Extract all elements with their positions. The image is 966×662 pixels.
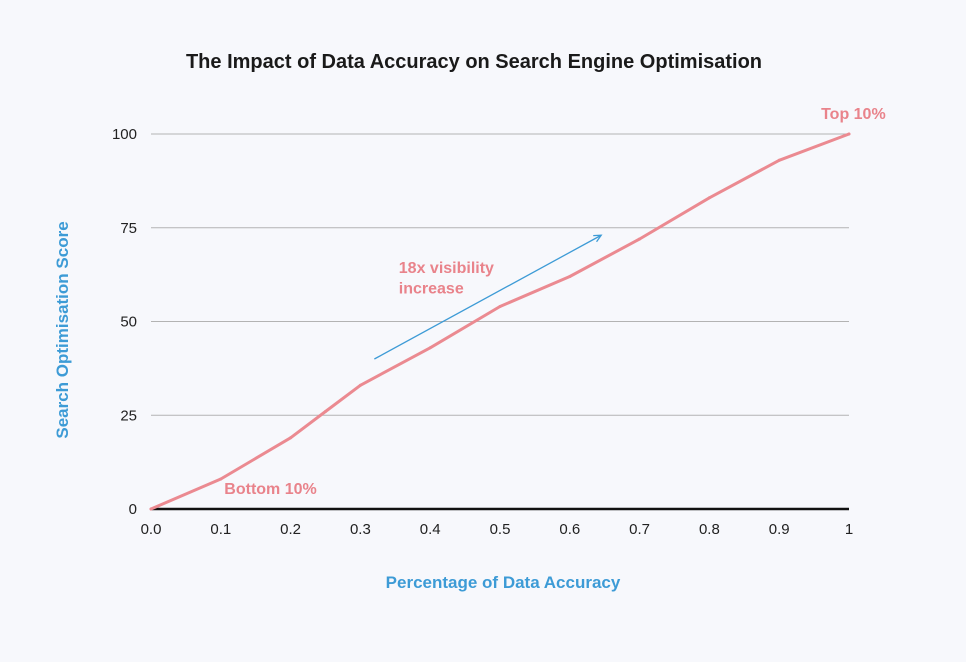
x-tick-label: 0.4 <box>420 521 441 538</box>
x-tick-label: 0.2 <box>280 521 301 538</box>
axis-ticks: 0 25 50 75 100 0.0 0.1 0.2 0.3 0.4 0.5 0.6 0.7 0.8 0.9… <box>112 126 853 538</box>
data-point <box>707 196 711 200</box>
x-tick-label: 0.3 <box>350 521 371 538</box>
chart-annotation: Bottom 10% <box>224 481 316 498</box>
y-tick-label: 75 <box>120 220 137 237</box>
data-point <box>777 158 781 162</box>
y-axis-label: Search Optimisation Score <box>53 221 72 438</box>
data-point <box>289 436 293 440</box>
data-point <box>847 132 851 136</box>
x-tick-label: 0.5 <box>490 521 511 538</box>
trend-arrow-head <box>593 234 603 243</box>
x-tick-label: 0.1 <box>210 521 231 538</box>
trend-arrow <box>374 234 602 360</box>
y-tick-label: 50 <box>120 314 137 331</box>
data-point <box>324 410 327 413</box>
data-point <box>219 477 223 481</box>
x-tick-label: 0.7 <box>629 521 650 538</box>
annotations: Top 10% Bottom 10% 18x visibility increase <box>224 106 885 498</box>
x-tick-label: 0.6 <box>559 521 580 538</box>
chart-annotation: increase <box>399 280 464 297</box>
x-tick-label: 0.8 <box>699 521 720 538</box>
y-tick-label: 100 <box>112 126 137 143</box>
series-line <box>149 132 851 511</box>
chart-annotation: 18x visibility <box>399 260 494 277</box>
data-point <box>498 305 502 308</box>
series-layer <box>149 132 851 511</box>
data-point <box>149 507 153 511</box>
data-point <box>568 275 572 278</box>
x-tick-label: 0.9 <box>769 521 790 538</box>
y-tick-label: 25 <box>120 407 137 424</box>
y-tick-label: 0 <box>129 501 137 518</box>
grid-lines <box>151 133 849 511</box>
x-tick-label: 0.0 <box>141 521 162 538</box>
x-tick-label: 1 <box>845 521 853 538</box>
data-point <box>428 346 432 350</box>
x-axis-label: Percentage of Data Accuracy <box>386 573 621 592</box>
data-point <box>358 383 362 387</box>
data-point <box>638 237 642 241</box>
chart-annotation: Top 10% <box>821 106 886 123</box>
chart-title: The Impact of Data Accuracy on Search En… <box>186 51 762 73</box>
